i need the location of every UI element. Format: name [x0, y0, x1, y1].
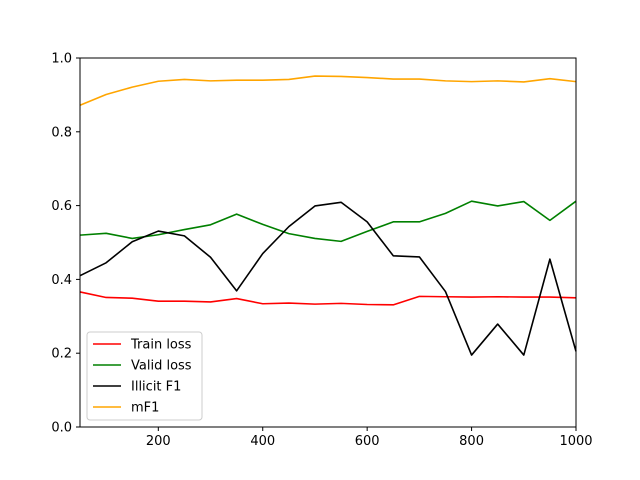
series-line-2	[79, 201, 577, 356]
legend-label-0: Train loss	[130, 338, 192, 353]
series-layer	[79, 75, 577, 356]
x-tick-label: 800	[459, 434, 484, 449]
legend-label-3: mF1	[131, 401, 159, 416]
series-line-3	[79, 75, 577, 106]
y-tick-label: 1.0	[51, 52, 72, 67]
x-tick-label: 600	[355, 434, 380, 449]
y-tick-label: 0.6	[51, 199, 72, 214]
y-tick-label: 0.4	[51, 273, 72, 288]
legend-label-2: Illicit F1	[131, 380, 181, 395]
axis-layer: 200 400 600 800 1000 0.0 0.2 0.4 0.6 0.8 1.0	[51, 52, 592, 450]
y-tick-label: 0.8	[51, 125, 72, 140]
x-tick-label: 1000	[559, 434, 592, 449]
legend-label-1: Valid loss	[131, 359, 192, 374]
series-line-0	[79, 291, 577, 306]
legend: Train loss Valid loss Illicit F1 mF1	[86, 331, 203, 421]
y-tick-label: 0.0	[51, 421, 72, 436]
x-tick-label: 200	[146, 434, 171, 449]
y-tick-label: 0.2	[51, 347, 72, 362]
plot-frame	[79, 57, 577, 428]
legend-box	[86, 331, 203, 421]
x-tick-label: 400	[250, 434, 275, 449]
series-line-1	[79, 200, 577, 243]
